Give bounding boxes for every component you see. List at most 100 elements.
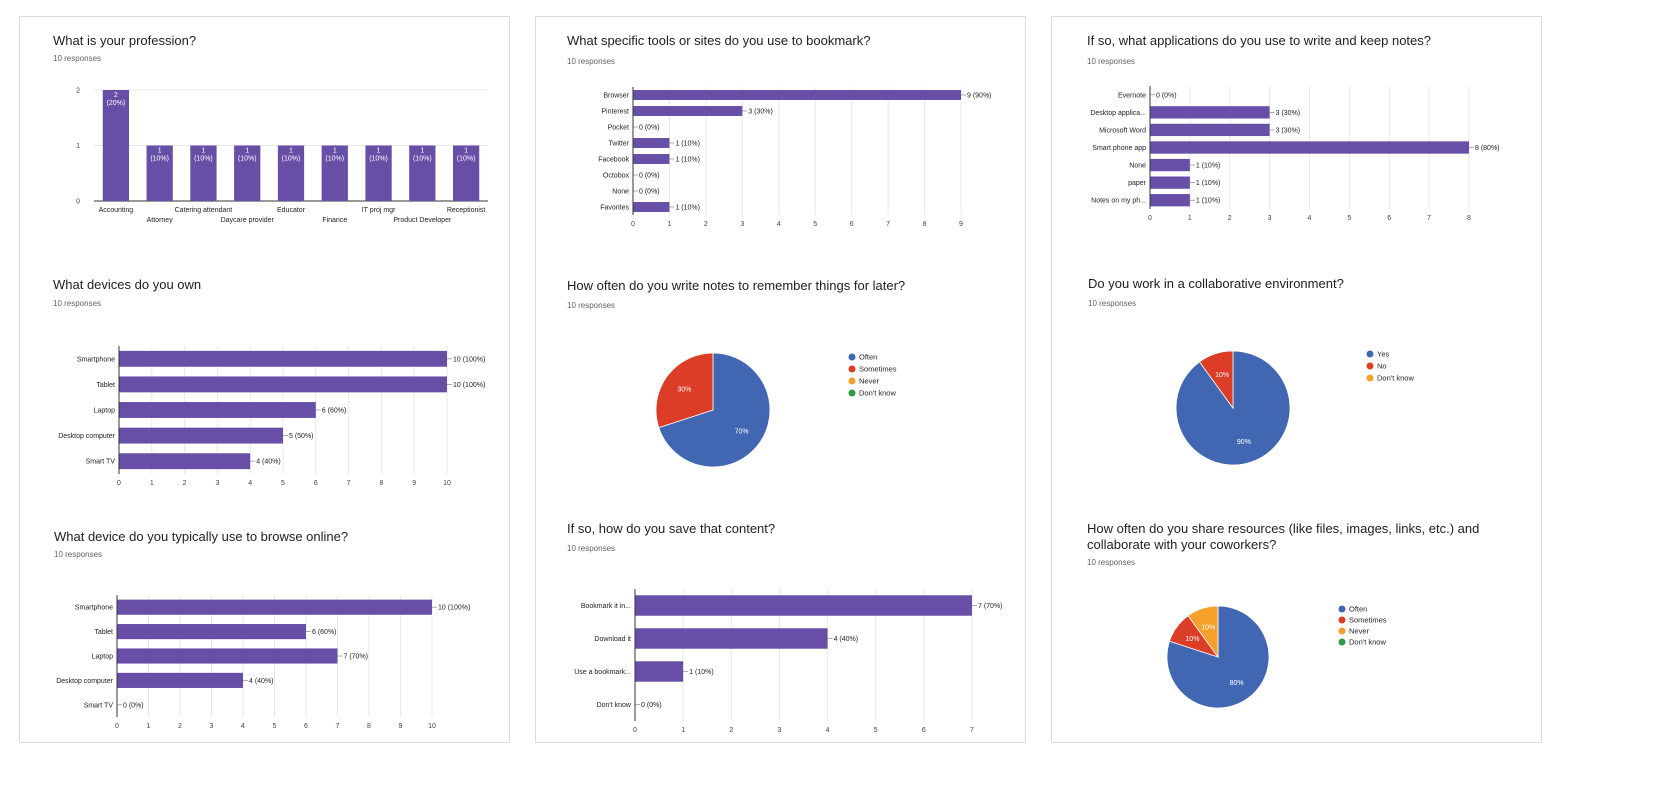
category-label: Notes on my ph... [1091, 198, 1146, 205]
category-label: Desktop applica... [1090, 110, 1146, 117]
data-label: 7 (70%) [344, 654, 369, 661]
x-tick-label: 6 [922, 727, 926, 734]
data-label: 10 (100%) [453, 382, 485, 389]
data-label-pct: (20%) [107, 100, 126, 107]
x-tick-label: 9 [959, 221, 963, 228]
category-label: Laptop [92, 654, 114, 661]
card-apps: If so, what applications do you use to w… [1052, 17, 1541, 267]
category-label: Don't know [597, 702, 632, 709]
x-tick-label: 6 [304, 723, 308, 730]
question-title: How often do you share resources (like f… [1087, 521, 1479, 553]
legend-swatch [848, 365, 856, 373]
response-count: 10 responses [567, 301, 616, 310]
x-tick-label: 6 [314, 480, 318, 487]
data-label: 4 (40%) [249, 678, 274, 685]
bar [452, 145, 480, 201]
data-label: 6 (60%) [312, 629, 337, 636]
category-label: Laptop [94, 408, 116, 415]
y-tick-label: 1 [76, 143, 80, 150]
category-label: Receptionist [447, 207, 486, 214]
bar [119, 402, 316, 418]
category-label: Daycare provider [221, 217, 275, 224]
question-title: What device do you typically use to brow… [54, 529, 349, 544]
x-tick-label: 3 [215, 480, 219, 487]
card-browse: What device do you typically use to brow… [20, 517, 509, 744]
data-label: 1 [245, 148, 249, 155]
category-label: Download it [594, 636, 631, 643]
category-label: Tablet [96, 382, 115, 389]
panel-right: If so, what applications do you use to w… [1051, 16, 1542, 743]
bar [633, 154, 670, 164]
x-tick-label: 3 [740, 221, 744, 228]
response-count: 10 responses [567, 544, 616, 553]
data-label-pct: (10%) [369, 156, 388, 163]
category-label: Smart TV [84, 702, 114, 709]
legend-label: Don't know [1349, 638, 1386, 647]
data-label: 10 (100%) [438, 605, 470, 612]
data-label: 3 (30%) [1276, 110, 1301, 117]
data-label: 1 (10%) [689, 669, 714, 676]
chart-notes-often: 70% 30% Often Sometimes Never Don't know [655, 353, 897, 468]
data-label: 0 (0%) [1156, 92, 1177, 99]
legend-swatch [1338, 627, 1346, 635]
data-label: 0 (0%) [639, 173, 660, 180]
x-tick-label: 6 [1387, 215, 1391, 222]
category-label: Evernote [1118, 92, 1146, 99]
card-bookmark: What specific tools or sites do you use … [536, 17, 1025, 267]
legend-label: Often [1349, 605, 1367, 614]
data-label: 1 (10%) [1196, 163, 1221, 170]
category-label: Pocket [608, 125, 629, 132]
chart-collab-env: 90% 10% Yes No Don't know [1175, 350, 1414, 466]
x-tick-label: 7 [1427, 215, 1431, 222]
slice-label: 10% [1215, 372, 1229, 379]
category-label: Educator [277, 207, 306, 214]
chart-profession: 0122(20%)Accounting1(10%)Attorney1(10%)C… [76, 88, 488, 224]
data-label: 1 [333, 148, 337, 155]
bar [321, 145, 348, 201]
category-label: Desktop computer [56, 678, 113, 685]
bar [277, 145, 305, 201]
x-tick-label: 2 [1228, 215, 1232, 222]
pie-slice [1166, 605, 1270, 709]
bar [117, 599, 432, 615]
category-label: Smartphone [75, 605, 113, 612]
category-label: Smartphone [77, 356, 115, 363]
question-title: If so, what applications do you use to w… [1087, 33, 1431, 48]
x-tick-label: 5 [874, 727, 878, 734]
category-label: Use a bookmark... [574, 669, 631, 676]
category-label: Twitter [608, 141, 629, 148]
response-count: 10 responses [567, 57, 616, 66]
question-title-line: How often do you share resources (like f… [1087, 521, 1480, 536]
bar [1150, 106, 1270, 119]
legend-swatch [848, 389, 856, 397]
x-tick-label: 0 [633, 727, 637, 734]
data-label: 4 (40%) [834, 636, 859, 643]
bar [1150, 158, 1190, 172]
chart-devices: 0 1 2 3 4 5 6 7 8 9 10 Smartphone 10 (100%) Tablet 10 … [58, 346, 485, 487]
card-share: How often do you share resources (like f… [1052, 507, 1541, 744]
data-label: 3 (30%) [748, 109, 773, 116]
x-tick-label: 2 [183, 480, 187, 487]
category-label: Browser [603, 93, 629, 100]
x-tick-label: 6 [850, 221, 854, 228]
bar [633, 106, 743, 116]
question-title: Do you work in a collaborative environme… [1088, 276, 1344, 291]
chart-share: 80% 10%10% Often Sometimes Never Don't know [1166, 605, 1387, 709]
bar [234, 145, 261, 201]
category-label: Finance [322, 217, 347, 224]
x-tick-label: 1 [667, 221, 671, 228]
bar [146, 145, 173, 201]
x-tick-label: 8 [379, 480, 383, 487]
category-label: Tablet [94, 629, 113, 636]
category-label: Catering attendant [175, 207, 233, 214]
legend-label: Often [859, 353, 877, 362]
bar [365, 145, 392, 201]
bar [117, 672, 243, 688]
response-count: 10 responses [1088, 299, 1137, 308]
data-label: 4 (40%) [256, 459, 281, 466]
response-count: 10 responses [53, 54, 102, 63]
data-label-pct: (10%) [150, 156, 169, 163]
response-count: 10 responses [54, 550, 103, 559]
data-label: 7 (70%) [978, 603, 1003, 610]
x-tick-label: 10 [428, 723, 436, 730]
